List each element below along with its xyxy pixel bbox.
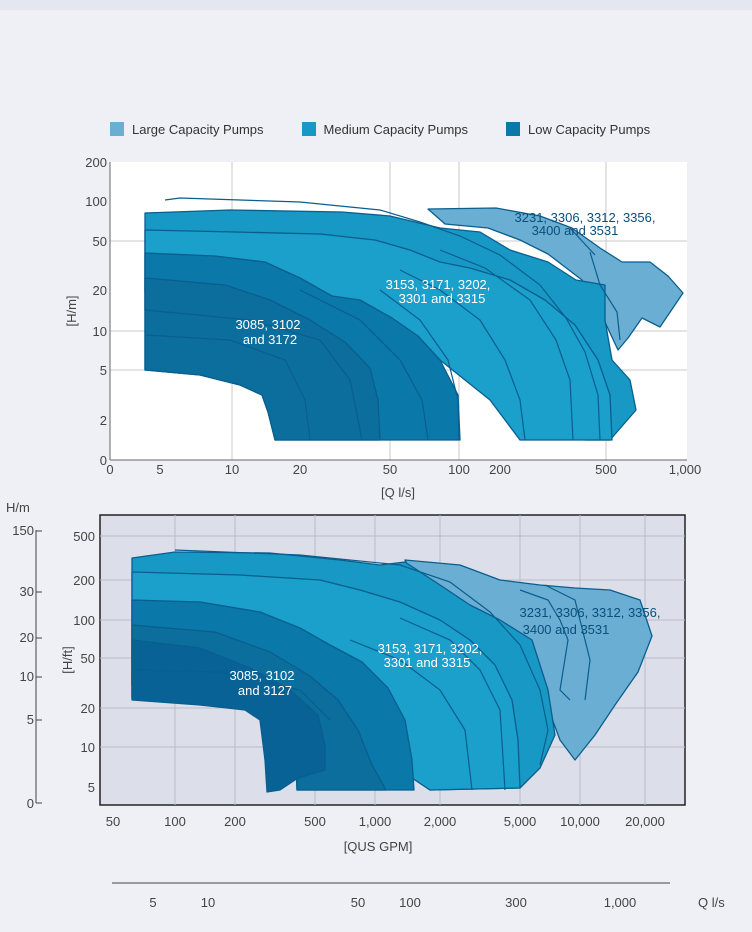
bottom-chart: 3231, 3306, 3312, 3356, 3400 and 3531 31… <box>6 500 725 910</box>
secondary-y-tick: 150 <box>12 523 34 538</box>
secondary-x-tick-labels: 5 10 50 100 300 1,000 <box>149 895 636 910</box>
secondary-x-tick: 1,000 <box>604 895 637 910</box>
secondary-x-tick: 300 <box>505 895 527 910</box>
bottom-x-tick: 200 <box>224 814 246 829</box>
bottom-label-low-1: 3085, 3102 <box>229 668 294 683</box>
bottom-x-tick: 1,000 <box>359 814 392 829</box>
top-x-tick: 500 <box>595 462 617 477</box>
secondary-y-tick: 30 <box>20 584 34 599</box>
top-label-large-2: 3400 and 3531 <box>532 223 619 238</box>
secondary-y-axis-title: H/m <box>6 500 30 515</box>
legend: Large Capacity Pumps Medium Capacity Pum… <box>110 120 710 138</box>
top-low-area-e <box>144 277 381 441</box>
bottom-y-tick: 10 <box>81 740 95 755</box>
bottom-x-tick: 5,000 <box>504 814 537 829</box>
top-y-tick: 10 <box>93 324 107 339</box>
bottom-y-tick-labels: 500 200 100 50 20 10 5 <box>73 529 95 795</box>
secondary-x-axis-title: Q l/s <box>698 895 725 910</box>
top-y-tick: 0 <box>100 453 107 468</box>
top-x-tick: 100 <box>448 462 470 477</box>
bottom-y-axis-title: [H/ft] <box>60 646 75 673</box>
secondary-y-tick: 10 <box>20 669 34 684</box>
secondary-x-tick: 50 <box>351 895 365 910</box>
top-x-tick: 200 <box>489 462 511 477</box>
secondary-x-tick: 5 <box>149 895 156 910</box>
top-bar <box>0 0 752 10</box>
top-y-tick: 50 <box>93 234 107 249</box>
secondary-x-tick: 10 <box>201 895 215 910</box>
top-large-area-a <box>427 207 684 351</box>
bottom-label-large-2: 3400 and 3531 <box>523 622 610 637</box>
secondary-y-tick: 5 <box>27 712 34 727</box>
bottom-y-tick: 200 <box>73 573 95 588</box>
top-chart: 3231, 3306, 3312, 3356, 3400 and 3531 31… <box>64 155 701 500</box>
bottom-x-tick: 2,000 <box>424 814 457 829</box>
top-label-large-1: 3231, 3306, 3312, 3356, <box>515 210 656 225</box>
top-x-tick: 0 <box>106 462 113 477</box>
top-x-tick-labels: 0 5 10 20 50 100 200 500 1,000 <box>106 462 701 477</box>
secondary-y-tick: 20 <box>20 630 34 645</box>
legend-item-medium: Medium Capacity Pumps <box>301 120 469 138</box>
bottom-y-tick: 50 <box>81 651 95 666</box>
top-y-tick: 20 <box>93 283 107 298</box>
legend-item-low: Low Capacity Pumps <box>506 120 650 138</box>
bottom-x-tick: 10,000 <box>560 814 600 829</box>
top-label-medium-1: 3153, 3171, 3202, <box>386 277 491 292</box>
legend-label-low: Low Capacity Pumps <box>528 121 651 137</box>
top-y-axis-title: [H/m] <box>64 295 79 326</box>
bottom-x-axis-title: [QUS GPM] <box>344 839 413 854</box>
secondary-y-tick: 0 <box>27 796 34 811</box>
top-y-tick: 2 <box>100 413 107 428</box>
bottom-x-tick: 50 <box>106 814 120 829</box>
top-y-tick: 100 <box>85 194 107 209</box>
legend-item-large: Large Capacity Pumps <box>110 120 264 138</box>
legend-swatch-low <box>506 122 521 136</box>
top-x-tick: 1,000 <box>669 462 702 477</box>
secondary-y-tick-labels: 150 30 20 10 5 0 <box>12 523 34 811</box>
bottom-label-medium-1: 3153, 3171, 3202, <box>378 641 483 656</box>
legend-swatch-large <box>110 122 124 136</box>
bottom-y-tick: 100 <box>73 613 95 628</box>
bottom-label-medium-2: 3301 and 3315 <box>384 655 471 670</box>
top-x-tick: 20 <box>293 462 307 477</box>
bottom-x-tick: 500 <box>304 814 326 829</box>
top-y-tick-labels: 200 100 50 20 10 5 2 0 <box>85 155 107 468</box>
bottom-y-tick: 20 <box>81 701 95 716</box>
bottom-y-tick: 5 <box>88 780 95 795</box>
secondary-y-ticks <box>36 530 42 804</box>
top-x-tick: 10 <box>225 462 239 477</box>
top-x-tick: 50 <box>383 462 397 477</box>
top-label-low-2: and 3172 <box>243 332 297 347</box>
bottom-low-area-f <box>131 639 326 793</box>
bottom-label-large-1: 3231, 3306, 3312, 3356, <box>520 605 661 620</box>
bottom-x-tick-labels: 50 100 200 500 1,000 2,000 5,000 10,000 … <box>106 814 665 829</box>
top-label-low-1: 3085, 3102 <box>235 317 300 332</box>
top-curve-lines <box>144 197 621 441</box>
bottom-x-tick: 100 <box>164 814 186 829</box>
top-y-tick: 5 <box>100 363 107 378</box>
bottom-curve-lines <box>131 549 591 791</box>
top-y-tick: 200 <box>85 155 107 170</box>
bottom-x-tick: 20,000 <box>625 814 665 829</box>
secondary-x-tick: 100 <box>399 895 421 910</box>
legend-swatch-medium <box>301 122 316 136</box>
top-label-medium-2: 3301 and 3315 <box>399 291 486 306</box>
top-x-tick: 5 <box>156 462 163 477</box>
bottom-label-low-2: and 3127 <box>238 683 292 698</box>
top-x-axis-title: [Q l/s] <box>381 485 415 500</box>
bottom-y-tick: 500 <box>73 529 95 544</box>
legend-label-medium: Medium Capacity Pumps <box>323 121 469 137</box>
legend-label-large: Large Capacity Pumps <box>132 121 264 137</box>
